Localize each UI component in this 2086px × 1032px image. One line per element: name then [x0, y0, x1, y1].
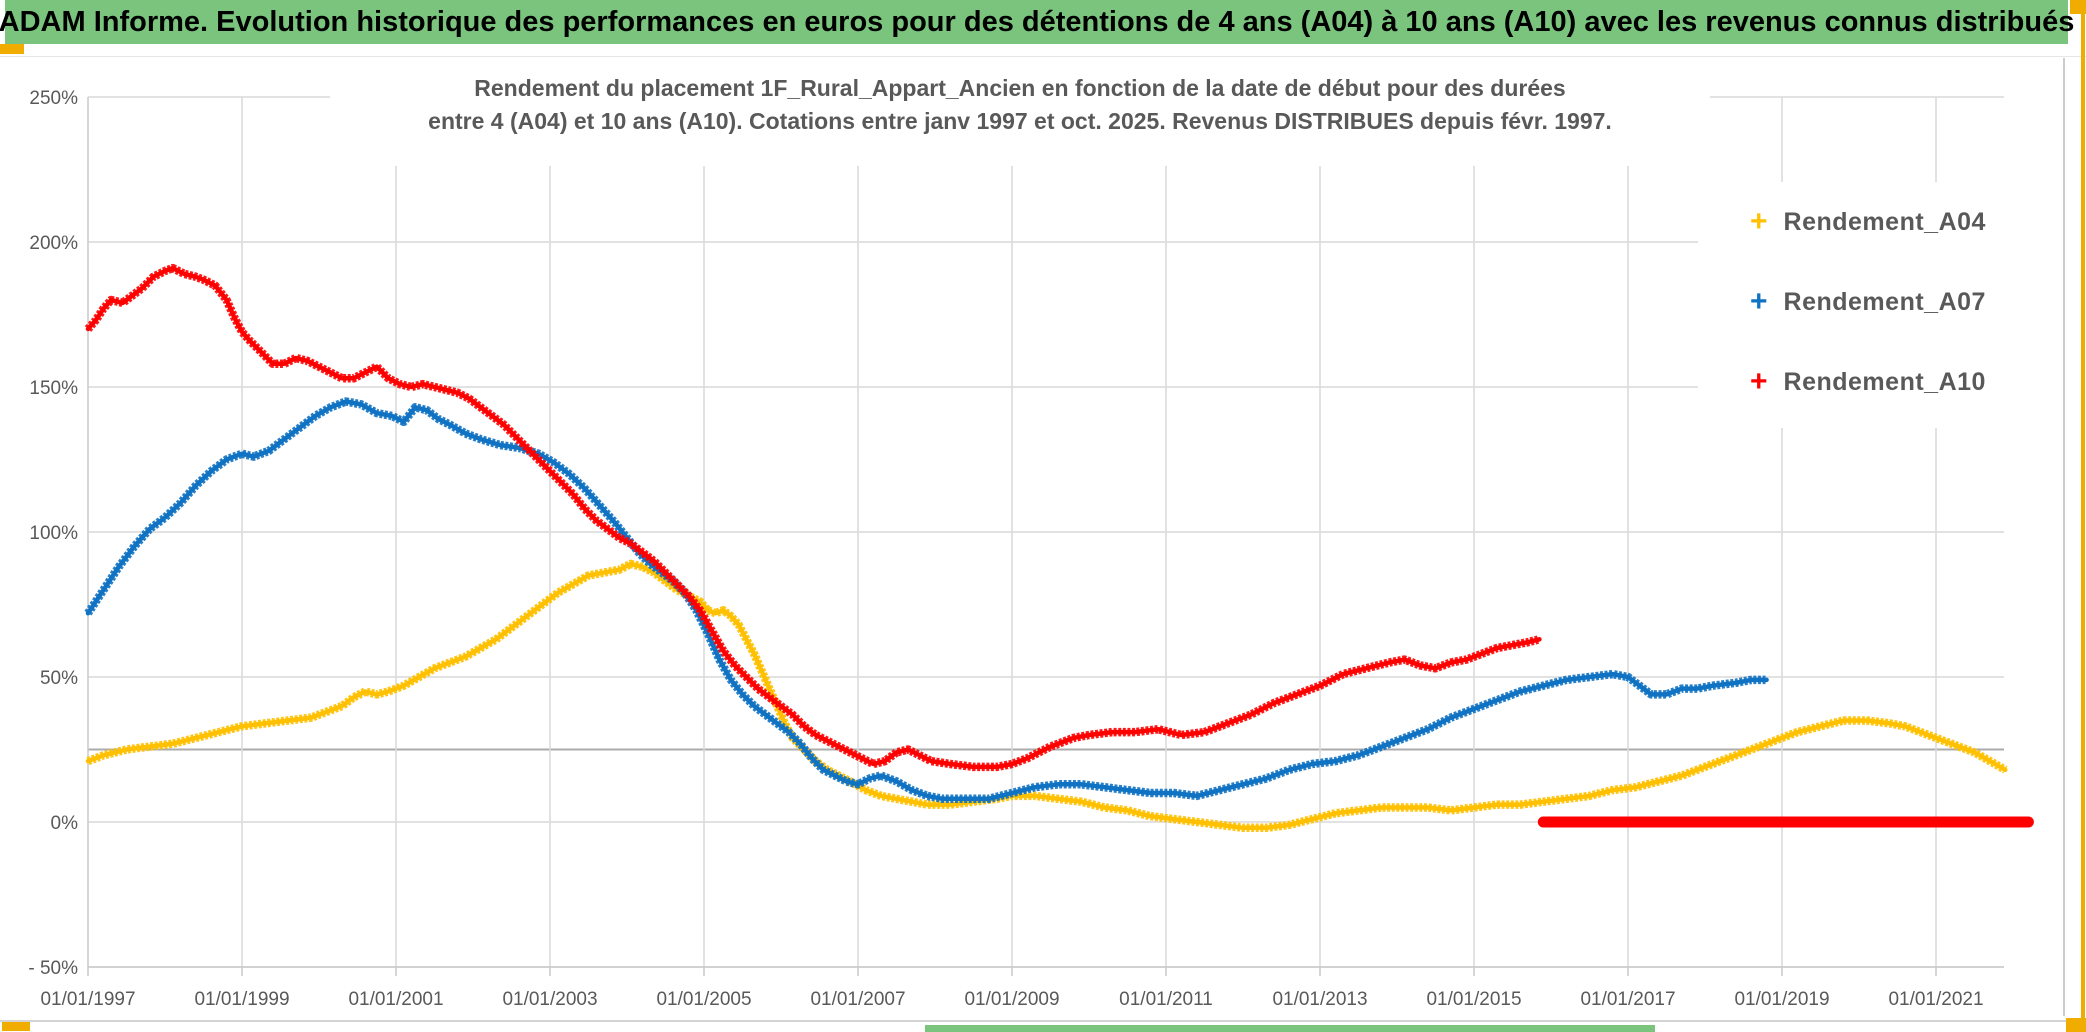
x-axis-label-2009: 01/01/2009	[964, 989, 1059, 1010]
bottom-divider	[0, 1020, 2086, 1022]
yellow-accent-top-left	[0, 44, 24, 54]
y-axis-label-150: 150%	[29, 378, 78, 399]
legend-plus-marker-icon: +	[1750, 285, 1768, 318]
x-axis-label-1997: 01/01/1997	[40, 989, 135, 1010]
legend-item-rendement_a10[interactable]: + Rendement_A10	[1698, 342, 2006, 422]
x-axis-label-2019: 01/01/2019	[1734, 989, 1829, 1010]
chart-title-line2: entre 4 (A04) et 10 ans (A10). Cotations…	[428, 108, 1612, 134]
x-axis-label-2005: 01/01/2005	[656, 989, 751, 1010]
chart-title-line1: Rendement du placement 1F_Rural_Appart_A…	[474, 75, 1566, 101]
chart-right-border	[2063, 58, 2065, 1016]
bottom-green-bar	[925, 1025, 1655, 1032]
x-axis-label-2007: 01/01/2007	[810, 989, 905, 1010]
y-axis-label-0: 0%	[51, 813, 79, 834]
chart-legend: + Rendement_A04 + Rendement_A07 + Rendement_A…	[1698, 182, 2006, 428]
legend-label: Rendement_A10	[1783, 367, 1986, 396]
y-axis-label-200: 200%	[29, 233, 78, 254]
legend-plus-marker-icon: +	[1750, 205, 1768, 238]
chart-title: Rendement du placement 1F_Rural_Appart_A…	[330, 72, 1710, 166]
yellow-accent-bottom-right	[2066, 1018, 2086, 1032]
yellow-accent-bottom-left	[2, 1022, 30, 1031]
yellow-accent-right-strip	[2081, 0, 2085, 1032]
x-axis-label-2001: 01/01/2001	[348, 989, 443, 1010]
header-divider	[0, 56, 2086, 57]
series-rendement_a10	[85, 265, 1542, 770]
legend-label: Rendement_A07	[1783, 287, 1986, 316]
y-axis-label-250: 250%	[29, 88, 78, 109]
x-axis-label-2011: 01/01/2011	[1119, 989, 1213, 1010]
x-axis-label-2015: 01/01/2015	[1426, 989, 1521, 1010]
legend-item-rendement_a07[interactable]: + Rendement_A07	[1698, 262, 2006, 342]
x-axis-label-2017: 01/01/2017	[1580, 989, 1675, 1010]
page-title: ADAM Informe. Evolution historique des p…	[0, 5, 2075, 38]
y-axis-label-50: 50%	[40, 668, 78, 689]
legend-item-rendement_a04[interactable]: + Rendement_A04	[1698, 182, 2006, 262]
series-rendement_a10-texture	[84, 263, 1541, 772]
legend-label: Rendement_A04	[1783, 207, 1986, 236]
legend-plus-marker-icon: +	[1750, 365, 1768, 398]
y-axis-label-100: 100%	[29, 523, 78, 544]
page-header: ADAM Informe. Evolution historique des p…	[0, 0, 2074, 44]
x-axis-label-1999: 01/01/1999	[194, 989, 289, 1010]
series-rendement_a07-texture	[84, 397, 1767, 804]
x-axis-label-2013: 01/01/2013	[1272, 989, 1367, 1010]
y-axis-label--50: - 50%	[28, 958, 78, 979]
x-axis-label-2021: 01/01/2021	[1888, 989, 1983, 1010]
series-rendement_a07	[85, 399, 1769, 802]
x-axis-label-2003: 01/01/2003	[502, 989, 597, 1010]
